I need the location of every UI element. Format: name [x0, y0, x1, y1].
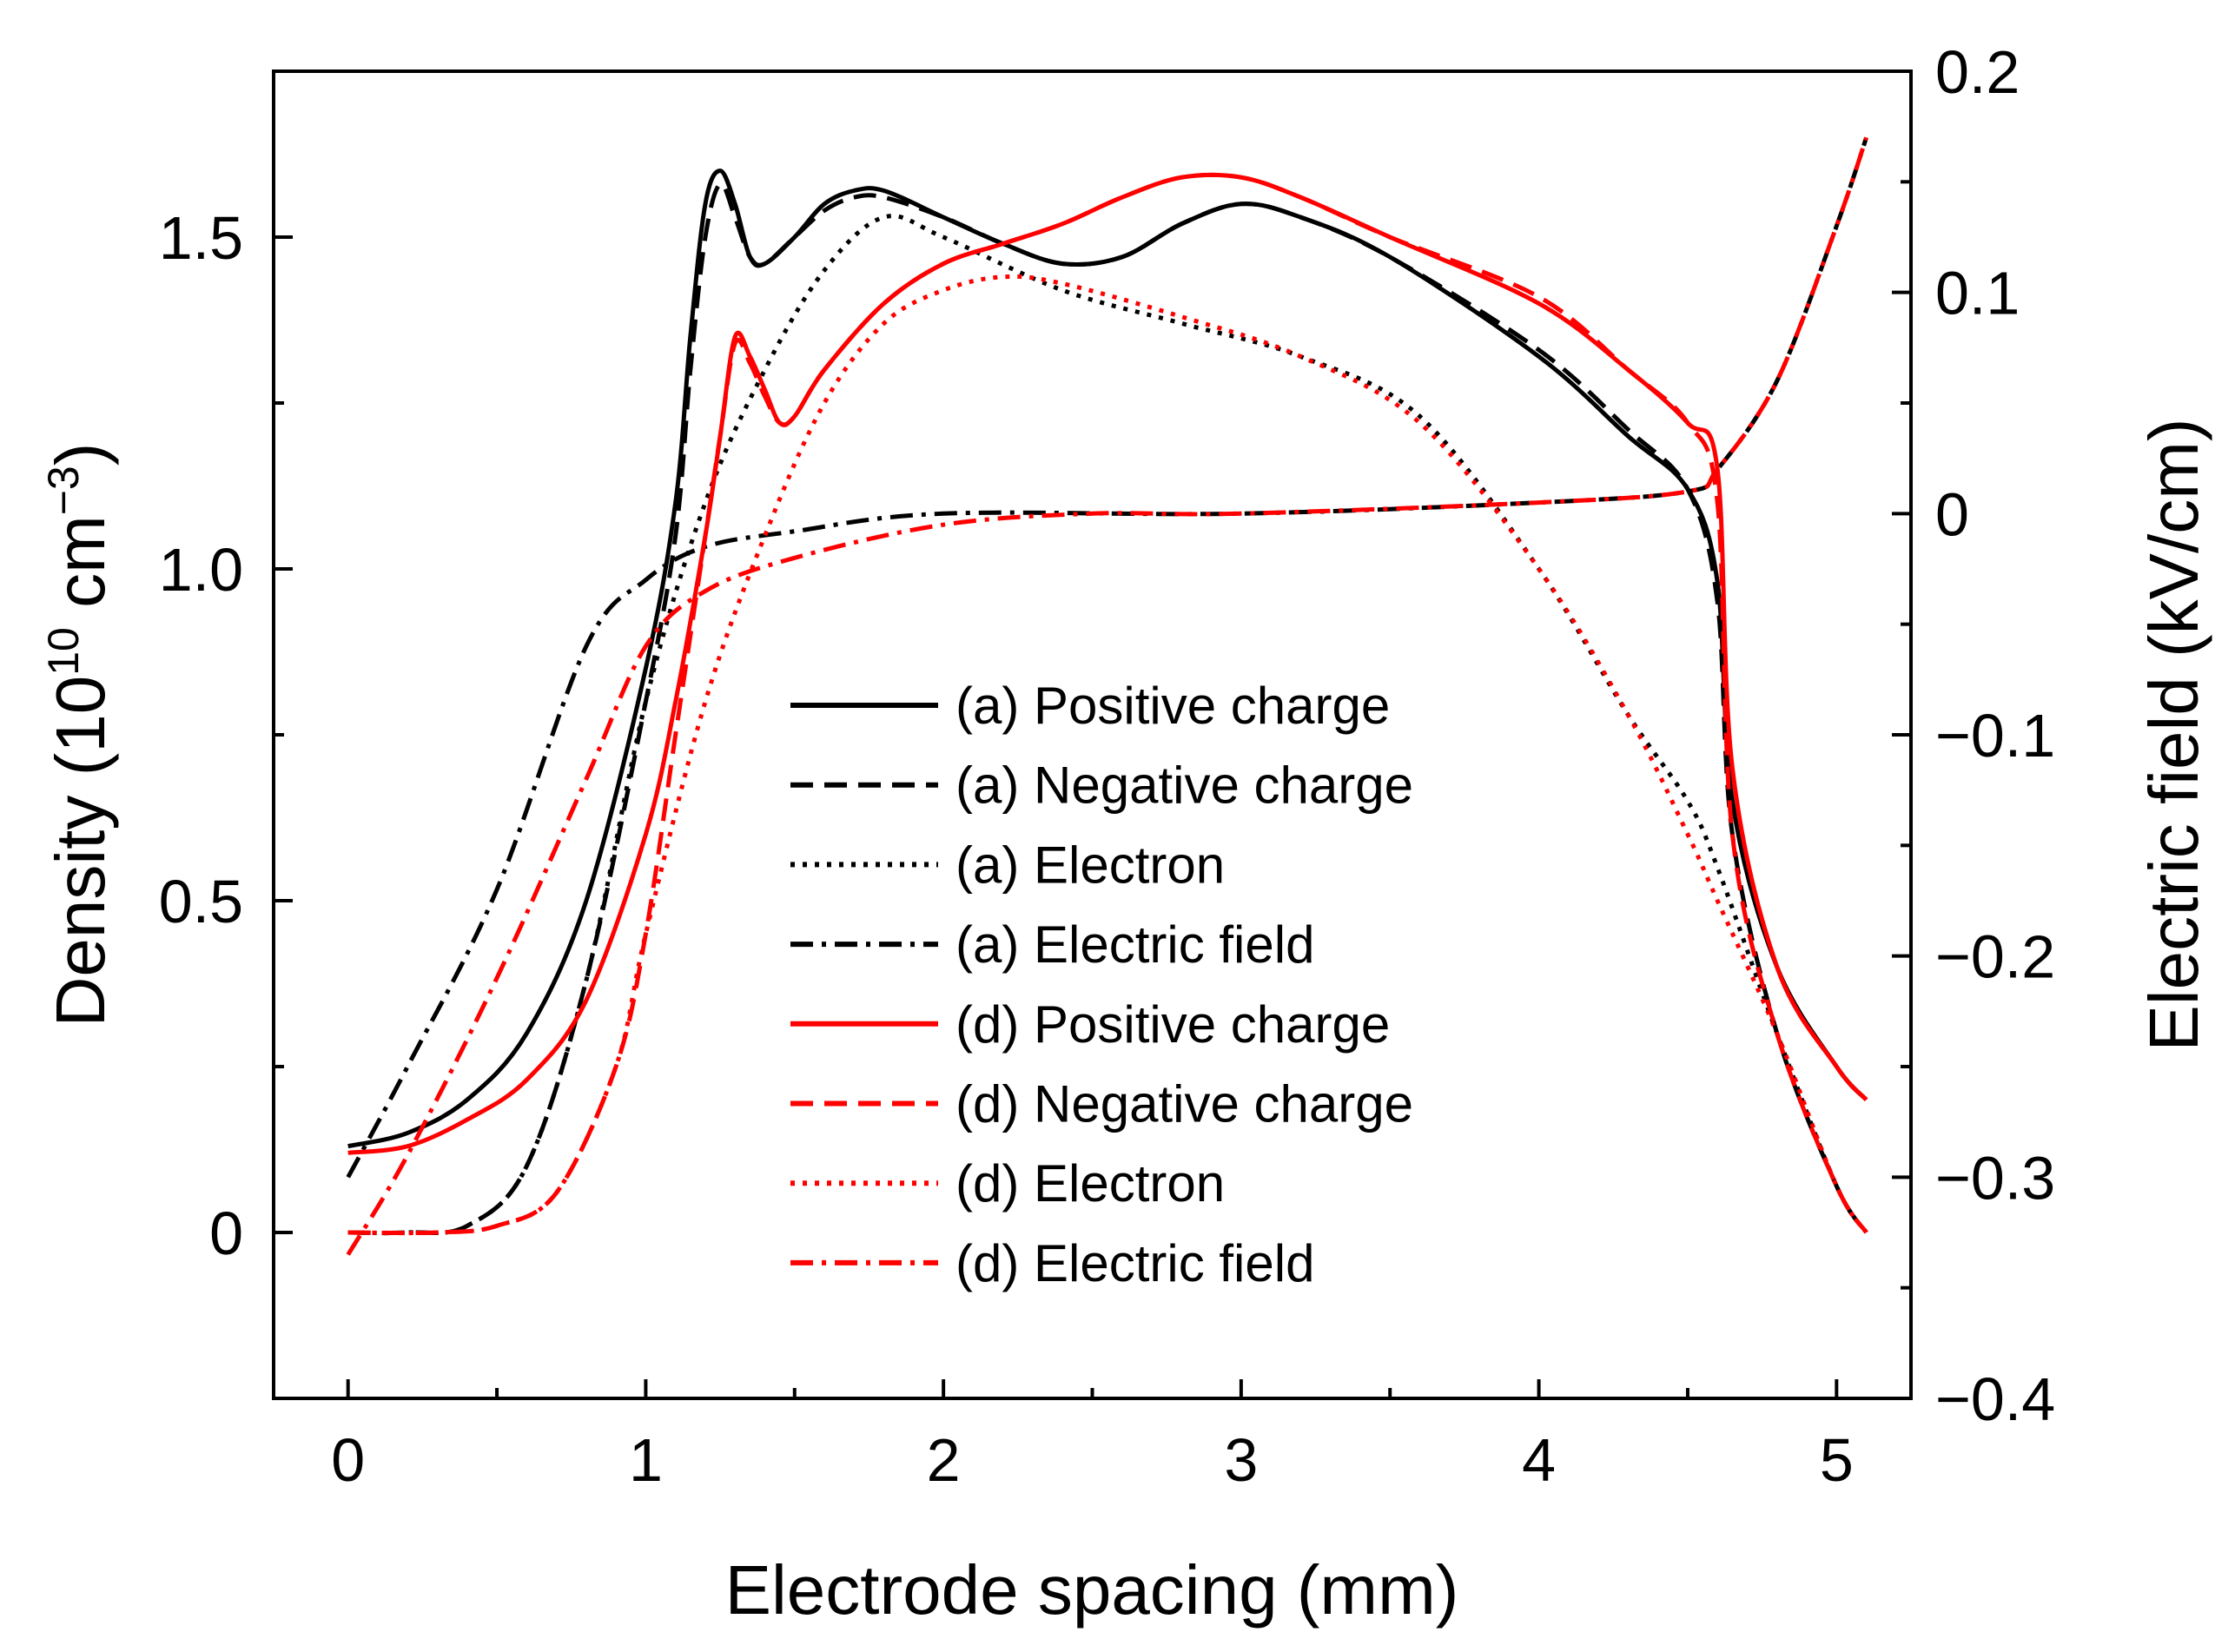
y-left-tick-label: 0.5 — [159, 868, 243, 935]
legend-label: (d) Positive charge — [955, 995, 1390, 1054]
series-line-d-electric-field — [346, 136, 1868, 1256]
series-layer — [346, 136, 1868, 1256]
y-left-title-exp1: 10 — [39, 627, 88, 676]
legend-label: (d) Electric field — [955, 1234, 1314, 1292]
y-left-title-suffix: ) — [42, 443, 119, 466]
x-tick-label: 2 — [927, 1426, 961, 1494]
series-line-d-negative-charge — [347, 172, 1868, 1236]
y-right-tick-label: −0.3 — [1935, 1144, 2055, 1212]
y-left-title-exp2: −3 — [39, 466, 88, 515]
y-right-tick-label: 0 — [1935, 480, 1969, 548]
legend-label: (d) Negative charge — [955, 1075, 1413, 1133]
y-right-tick-label: −0.2 — [1935, 923, 2055, 991]
y-left-tick-label: 1.0 — [159, 536, 243, 604]
y-left-title-mid: cm — [42, 515, 119, 627]
x-tick-label: 4 — [1522, 1426, 1556, 1494]
y-left-title-prefix: Density (10 — [42, 676, 119, 1028]
y-right-tick-label: 0.1 — [1935, 260, 2020, 327]
series-line-a-electric-field — [346, 136, 1868, 1179]
legend-label: (a) Electric field — [955, 915, 1314, 974]
x-tick-label: 3 — [1224, 1426, 1258, 1494]
y-left-axis-title: Density (1010 cm−3) — [39, 443, 119, 1028]
series-line-d-electron — [347, 274, 1868, 1236]
x-tick-label: 1 — [629, 1426, 663, 1494]
legend-label: (a) Electron — [955, 836, 1225, 894]
y-left-tick-label: 0 — [209, 1199, 243, 1267]
legend: (a) Positive charge (a) Negative charge (a… — [790, 677, 1413, 1292]
x-tick-label: 0 — [331, 1426, 365, 1494]
y-right-tick-label: −0.4 — [1935, 1365, 2055, 1433]
series-line-a-negative-charge — [347, 182, 1868, 1236]
x-tick-label: 5 — [1820, 1426, 1854, 1494]
legend-label: (a) Positive charge — [955, 677, 1390, 735]
y-right-tick-label: 0.2 — [1935, 38, 2020, 106]
ticks-layer: 0 1 2 3 4 5 0 0.5 1.0 1.5 −0.4 −0.3 −0.2 −0.1 0 0.1 0.2 — [159, 38, 2056, 1494]
series-line-a-positive-charge — [347, 169, 1868, 1149]
y-left-tick-label: 1.5 — [159, 204, 243, 272]
y-right-axis-title: Electric field (kV/cm) — [2135, 419, 2212, 1052]
legend-label: (a) Negative charge — [955, 757, 1413, 815]
x-axis-title: Electrode spacing (mm) — [725, 1551, 1459, 1629]
y-right-tick-label: −0.1 — [1935, 702, 2055, 770]
legend-label: (d) Electron — [955, 1154, 1225, 1213]
